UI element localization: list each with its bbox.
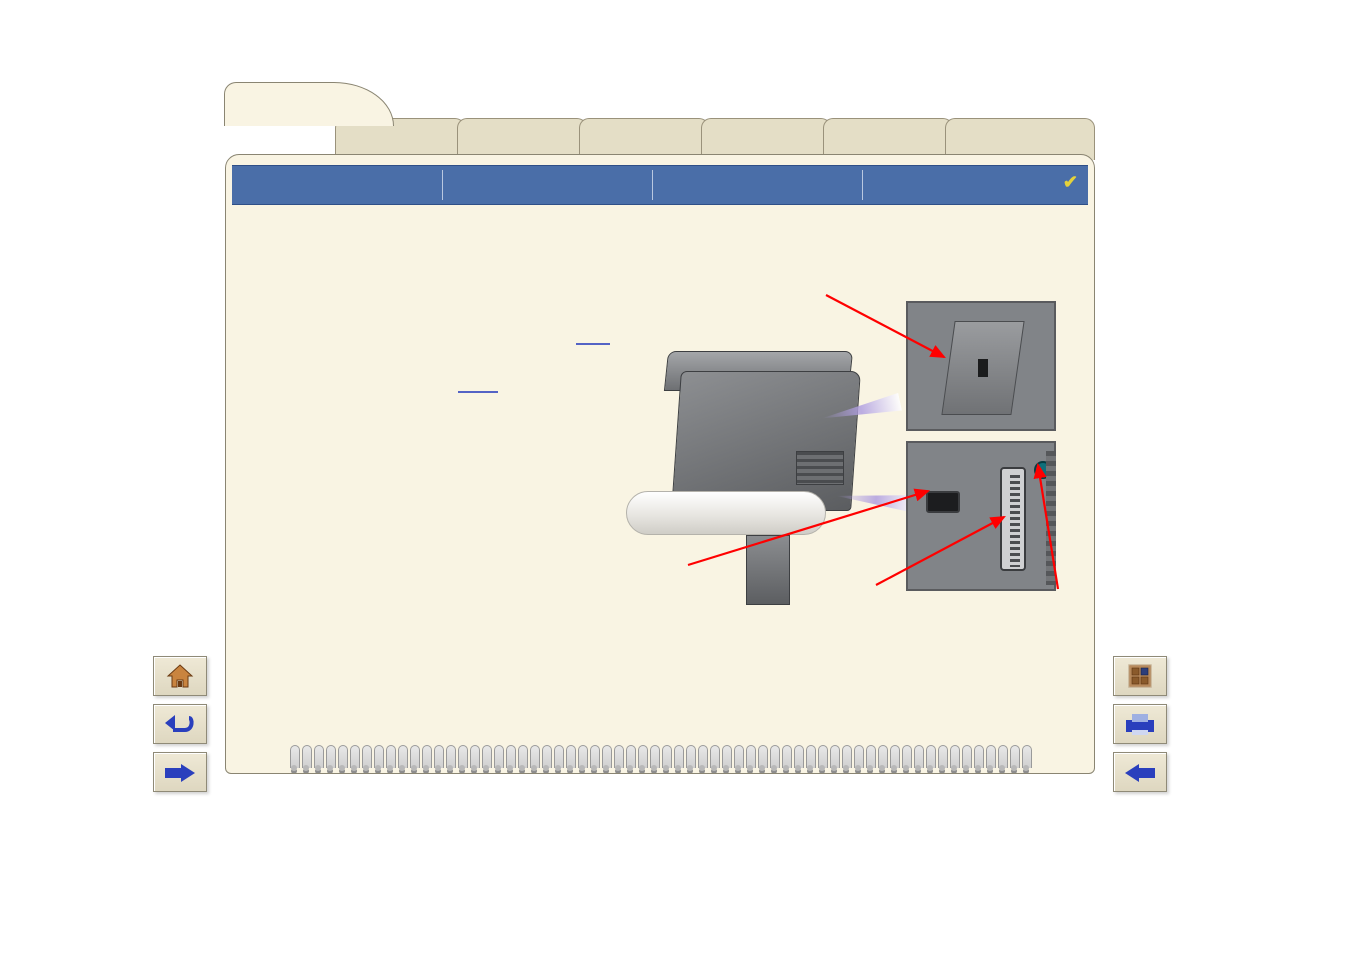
spiral-ring — [456, 745, 467, 774]
spiral-ring — [288, 745, 299, 774]
spiral-ring — [540, 745, 551, 774]
door-icon — [1126, 662, 1154, 690]
spiral-ring — [840, 745, 851, 774]
spiral-ring — [672, 745, 683, 774]
hyperlink-underline[interactable] — [458, 391, 498, 393]
spiral-ring — [972, 745, 983, 774]
spiral-ring — [552, 745, 563, 774]
spiral-ring — [1008, 745, 1019, 774]
active-folder-tab — [224, 82, 394, 126]
spiral-ring — [420, 745, 431, 774]
spiral-ring — [372, 745, 383, 774]
spiral-ring — [468, 745, 479, 774]
spiral-ring — [336, 745, 347, 774]
spiral-ring — [312, 745, 323, 774]
spiral-ring — [1020, 745, 1031, 774]
prev-button[interactable] — [1113, 752, 1167, 792]
spiral-ring — [792, 745, 803, 774]
home-button[interactable] — [153, 656, 207, 696]
printer-illustration — [626, 291, 1056, 631]
spiral-ring — [396, 745, 407, 774]
spiral-ring — [708, 745, 719, 774]
spiral-ring — [900, 745, 911, 774]
callout-arrow — [826, 295, 944, 357]
spiral-ring — [432, 745, 443, 774]
next-button[interactable] — [153, 752, 207, 792]
hyperlink-underline[interactable] — [576, 343, 610, 345]
back-button[interactable] — [153, 704, 207, 744]
spiral-ring — [888, 745, 899, 774]
spiral-ring — [732, 745, 743, 774]
spiral-ring — [588, 745, 599, 774]
content-area — [226, 211, 1094, 773]
spiral-ring — [636, 745, 647, 774]
spiral-ring — [504, 745, 515, 774]
spiral-ring — [624, 745, 635, 774]
spiral-ring — [804, 745, 815, 774]
callout-arrow — [876, 517, 1004, 585]
spiral-ring — [576, 745, 587, 774]
spiral-ring — [960, 745, 971, 774]
callout-arrow — [688, 491, 928, 565]
home-icon — [165, 663, 195, 689]
spiral-ring — [528, 745, 539, 774]
spiral-ring — [984, 745, 995, 774]
spiral-ring — [720, 745, 731, 774]
spiral-ring — [492, 745, 503, 774]
header-separator — [862, 170, 863, 200]
spiral-ring — [924, 745, 935, 774]
spiral-ring — [684, 745, 695, 774]
folder-body: ✔ — [225, 154, 1095, 774]
header-separator — [442, 170, 443, 200]
spiral-ring — [744, 745, 755, 774]
spiral-ring — [360, 745, 371, 774]
spiral-ring — [348, 745, 359, 774]
undo-icon — [163, 712, 197, 736]
hand-left-icon — [1123, 761, 1157, 783]
spiral-ring — [876, 745, 887, 774]
print-button[interactable] — [1113, 704, 1167, 744]
spiral-ring — [660, 745, 671, 774]
header-separator — [652, 170, 653, 200]
printer-icon — [1123, 712, 1157, 736]
spiral-ring — [996, 745, 1007, 774]
spiral-ring — [600, 745, 611, 774]
spiral-ring — [780, 745, 791, 774]
spiral-ring — [756, 745, 767, 774]
spiral-ring — [948, 745, 959, 774]
spiral-ring — [516, 745, 527, 774]
check-icon: ✔ — [1063, 172, 1078, 193]
spiral-ring — [564, 745, 575, 774]
spiral-ring — [444, 745, 455, 774]
spiral-ring — [828, 745, 839, 774]
arrow-overlay — [626, 291, 1066, 631]
spiral-ring — [816, 745, 827, 774]
spiral-ring — [324, 745, 335, 774]
spiral-ring — [648, 745, 659, 774]
callout-arrow — [1038, 465, 1058, 589]
spiral-ring — [384, 745, 395, 774]
spiral-ring — [768, 745, 779, 774]
spiral-binding — [288, 745, 1032, 774]
spiral-ring — [480, 745, 491, 774]
spiral-ring — [300, 745, 311, 774]
spiral-ring — [696, 745, 707, 774]
spiral-ring — [408, 745, 419, 774]
spiral-ring — [864, 745, 875, 774]
spiral-ring — [912, 745, 923, 774]
exit-button[interactable] — [1113, 656, 1167, 696]
section-header-bar: ✔ — [232, 165, 1088, 205]
spiral-ring — [852, 745, 863, 774]
stage: ✔ — [225, 118, 1095, 808]
spiral-ring — [612, 745, 623, 774]
hand-right-icon — [163, 761, 197, 783]
spiral-ring — [936, 745, 947, 774]
